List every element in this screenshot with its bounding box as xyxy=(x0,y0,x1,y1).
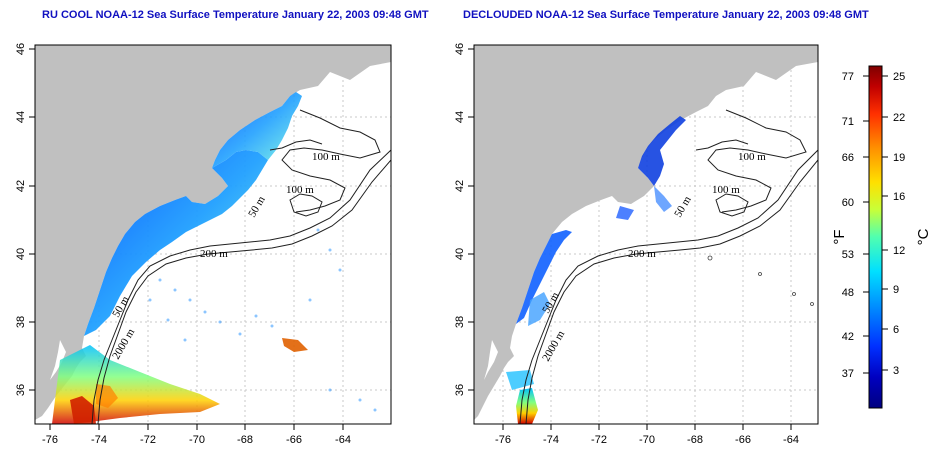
colorbar-f-tick: 42 xyxy=(842,331,854,343)
colorbar-c-tick: 16 xyxy=(893,191,905,203)
right-sst-patch-gulf xyxy=(638,116,686,186)
colorbar-celsius-unit: °C xyxy=(915,228,932,245)
left-depth-label-4: 200 m xyxy=(200,248,228,260)
right-lat-tick: 42 xyxy=(454,180,466,192)
colorbar-f-tick: 71 xyxy=(842,116,854,128)
right-lon-tick: -74 xyxy=(543,434,559,446)
left-lat-tick: 44 xyxy=(15,111,27,123)
right-landmass xyxy=(474,45,818,420)
left-lon-tick: -76 xyxy=(42,434,58,446)
colorbar-f-tick: 53 xyxy=(842,249,854,261)
left-bathymetry-contours xyxy=(91,109,391,424)
left-map-title: RU COOL NOAA-12 Sea Surface Temperature … xyxy=(42,9,429,21)
right-depth-label-1: 100 m xyxy=(738,151,766,163)
colorbar-c-tick: 3 xyxy=(893,365,899,377)
right-lon-tick: -68 xyxy=(687,434,703,446)
right-map-frame xyxy=(473,44,819,425)
right-lat-tick: 40 xyxy=(454,248,466,260)
left-lat-tick: 38 xyxy=(15,316,27,328)
colorbar-gradient xyxy=(868,65,883,409)
right-lat-tick: 44 xyxy=(454,111,466,123)
right-lon-tick: -64 xyxy=(783,434,799,446)
left-lon-tick: -74 xyxy=(91,434,107,446)
left-lon-tick: -66 xyxy=(286,434,302,446)
colorbar-c-tick: 22 xyxy=(893,112,905,124)
colorbar-f-tick: 60 xyxy=(842,197,854,209)
left-lon-tick: -72 xyxy=(140,434,156,446)
left-sst-swath xyxy=(84,150,268,336)
right-lon-tick: -72 xyxy=(591,434,607,446)
right-lon-tick: -76 xyxy=(495,434,511,446)
colorbar-c-tick: 9 xyxy=(893,284,899,296)
colorbar-c-tick: 12 xyxy=(893,245,905,257)
right-map: 100 m 100 m 50 m 200 m 50 m 2000 m -76 -… xyxy=(454,43,819,446)
colorbar-f-tick: 77 xyxy=(842,71,854,83)
left-lat-tick: 42 xyxy=(15,180,27,192)
colorbar-f-tick: 48 xyxy=(842,287,854,299)
right-lon-tick: -66 xyxy=(735,434,751,446)
left-lon-tick: -70 xyxy=(189,434,205,446)
left-lat-tick: 46 xyxy=(15,43,27,55)
right-bathymetry-contours xyxy=(519,109,818,424)
left-lon-tick: -68 xyxy=(237,434,253,446)
colorbar-f-tick: 66 xyxy=(842,152,854,164)
right-depth-label-4: 200 m xyxy=(628,248,656,260)
left-lat-tick: 40 xyxy=(15,248,27,260)
left-lat-tick: 36 xyxy=(15,384,27,396)
left-map: 100 m 100 m 50 m 200 m 50 m 2000 m -76 -… xyxy=(15,43,392,446)
colorbar-fahrenheit-unit: °F xyxy=(831,229,848,244)
right-lat-tick: 36 xyxy=(454,384,466,396)
right-map-title: DECLOUDED NOAA-12 Sea Surface Temperatur… xyxy=(463,9,869,21)
left-lon-tick: -64 xyxy=(335,434,351,446)
left-landmass xyxy=(35,45,391,420)
right-depth-label-2: 100 m xyxy=(712,184,740,196)
right-lat-tick: 38 xyxy=(454,316,466,328)
left-depth-label-1: 100 m xyxy=(312,151,340,163)
right-lat-tick: 46 xyxy=(454,43,466,55)
colorbar-c-tick: 6 xyxy=(893,324,899,336)
colorbar-c-tick: 25 xyxy=(893,71,905,83)
colorbar-f-tick: 37 xyxy=(842,368,854,380)
left-gulf-of-maine-swath xyxy=(212,92,302,168)
colorbar-c-tick: 19 xyxy=(893,152,905,164)
right-lon-tick: -70 xyxy=(639,434,655,446)
temperature-colorbar: 77 71 66 60 53 48 42 37 25 22 19 16 12 9… xyxy=(831,65,932,409)
left-depth-label-2: 100 m xyxy=(286,184,314,196)
left-map-frame xyxy=(34,44,392,425)
